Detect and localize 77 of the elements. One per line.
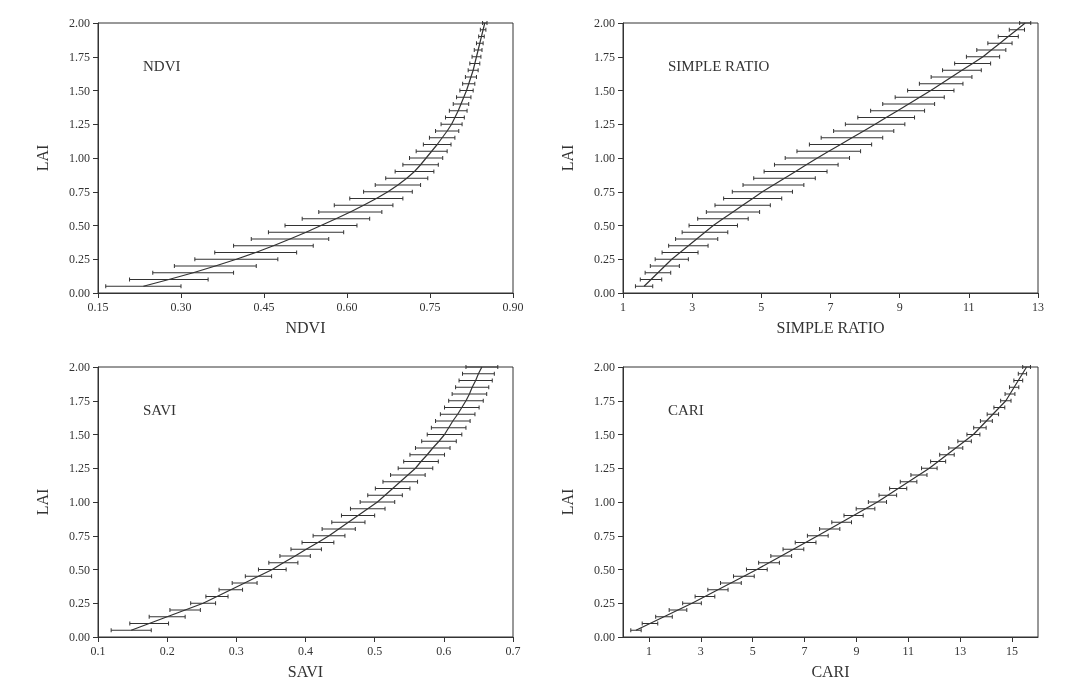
- y-tick-label: 0.50: [594, 562, 615, 577]
- x-tick-label: 5: [758, 300, 765, 314]
- y-axis-title: LAI: [33, 488, 51, 516]
- y-tick-label: 0.50: [594, 218, 615, 233]
- x-tick-label: 0.5: [367, 644, 383, 658]
- text: SIMPLE RATIO: [668, 57, 770, 74]
- y-tick-label: 1.25: [69, 117, 90, 132]
- y-tick-label: 1.25: [594, 461, 615, 476]
- y-tick-label: 0.00: [594, 630, 615, 644]
- x-axis-title: SAVI: [287, 662, 324, 680]
- x-axis-title: NDVI: [285, 318, 326, 336]
- y-tick-label: 1.25: [594, 117, 615, 132]
- x-tick-label: 0.90: [502, 300, 524, 314]
- y-tick-label: 0.00: [594, 286, 615, 300]
- x-tick-label: 3: [689, 300, 696, 314]
- x-tick-label: 9: [853, 644, 860, 658]
- y-tick-label: 0.00: [69, 630, 90, 644]
- y-tick-label: 1.00: [69, 495, 90, 509]
- x-tick-label: 0.7: [505, 644, 521, 658]
- x-tick-label: 1: [645, 644, 652, 658]
- x-tick-label: 7: [827, 300, 834, 314]
- y-tick-label: 1.75: [69, 49, 90, 64]
- x-tick-label: 0.45: [253, 300, 275, 314]
- y-tick-label: 0.75: [69, 528, 90, 543]
- x-axis-title: CARI: [811, 662, 850, 680]
- y-tick-label: 0.75: [594, 184, 615, 199]
- text: SAVI: [143, 401, 177, 418]
- y-tick-label: 0.00: [69, 286, 90, 300]
- y-tick-label: 0.25: [594, 596, 615, 611]
- x-tick-label: 0.15: [87, 300, 109, 314]
- x-tick-label: 0.75: [419, 300, 441, 314]
- y-tick-label: 2.00: [594, 16, 615, 30]
- y-tick-label: 1.00: [69, 151, 90, 165]
- y-tick-label: 1.75: [594, 393, 615, 408]
- text: NDVI: [143, 57, 181, 74]
- x-tick-label: 0.60: [336, 300, 358, 314]
- x-tick-label: 1: [620, 300, 626, 314]
- line-series: [635, 366, 1028, 631]
- y-tick-label: 2.00: [594, 360, 615, 374]
- x-tick-label: 5: [749, 644, 756, 658]
- x-tick-label: 3: [697, 644, 704, 658]
- y-tick-label: 2.00: [69, 16, 90, 30]
- y-tick-label: 1.00: [594, 151, 615, 165]
- y-tick-label: 2.00: [69, 360, 90, 374]
- x-tick-label: 0.6: [436, 644, 452, 658]
- x-tick-label: 11: [963, 300, 975, 314]
- y-tick-label: 0.25: [69, 252, 90, 267]
- x-tick-label: 0.30: [170, 300, 192, 314]
- x-tick-label: 15: [1006, 644, 1019, 658]
- y-axis-title: LAI: [33, 144, 51, 172]
- y-tick-label: 0.75: [594, 528, 615, 543]
- text: CARI: [668, 401, 704, 418]
- y-tick-label: 1.50: [69, 83, 90, 98]
- x-tick-label: 0.2: [159, 644, 175, 658]
- y-tick-label: 0.25: [594, 252, 615, 267]
- x-tick-label: 0.4: [298, 644, 313, 658]
- x-tick-label: 7: [801, 644, 808, 658]
- y-tick-label: 1.00: [594, 495, 615, 509]
- x-tick-label: 13: [954, 644, 967, 658]
- x-axis-title: SIMPLE RATIO: [776, 318, 885, 336]
- y-tick-label: 1.75: [594, 49, 615, 64]
- y-tick-label: 1.50: [69, 427, 90, 442]
- x-tick-label: 9: [896, 300, 903, 314]
- x-tick-label: 0.3: [228, 644, 244, 658]
- y-tick-label: 0.50: [69, 218, 90, 233]
- x-tick-label: 11: [902, 644, 915, 658]
- y-tick-label: 0.50: [69, 562, 90, 577]
- y-tick-label: 0.75: [69, 184, 90, 199]
- x-tick-label: 0.1: [90, 644, 106, 658]
- y-tick-label: 1.25: [69, 461, 90, 476]
- y-axis-title: LAI: [558, 488, 576, 516]
- x-tick-label: 13: [1032, 300, 1044, 314]
- y-tick-label: 1.50: [594, 427, 615, 442]
- y-tick-label: 1.75: [69, 393, 90, 408]
- y-axis-title: LAI: [558, 144, 576, 172]
- y-tick-label: 1.50: [594, 83, 615, 98]
- y-tick-label: 0.25: [69, 596, 90, 611]
